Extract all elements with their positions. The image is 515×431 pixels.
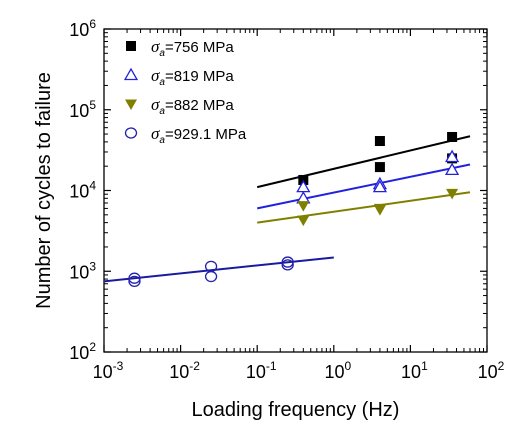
y-tick-label: 106 (69, 17, 96, 40)
data-point-series-4 (281, 256, 294, 268)
data-point-series-3 (446, 188, 459, 200)
x-tick-label: 10-2 (169, 359, 200, 382)
legend-marker-1 (126, 41, 136, 51)
legend-label-2: σa=819 MPa (151, 66, 234, 88)
data-point-series-2 (372, 179, 388, 193)
x-tick-label: 10-3 (93, 359, 124, 382)
y-tick-label: 105 (69, 98, 96, 121)
y-axis-title: Number of cycles to failure (33, 72, 55, 309)
data-point-series-1 (447, 131, 458, 142)
data-point-series-4 (281, 259, 294, 271)
x-axis-title: Loading frequency (Hz) (192, 399, 400, 421)
data-point-series-3 (297, 215, 310, 227)
data-point-series-4 (128, 272, 141, 284)
data-point-series-3 (373, 205, 386, 216)
data-point-series-2 (444, 162, 460, 176)
x-tick-label: 100 (324, 359, 351, 382)
data-point-series-4 (204, 270, 218, 283)
legend-label-3: σa=882 MPa (151, 95, 234, 117)
fit-line-series-3 (257, 191, 471, 224)
fit-line-series-4 (103, 256, 334, 283)
data-point-series-3 (297, 201, 310, 212)
fit-line-series-2 (256, 163, 471, 210)
data-point-series-2 (444, 149, 460, 163)
y-tick-label: 104 (69, 179, 96, 202)
data-point-series-1 (374, 162, 385, 173)
y-tick-label: 102 (69, 340, 96, 363)
y-tick-label: 103 (69, 259, 96, 282)
x-tick-label: 101 (401, 359, 428, 382)
legend-marker-2 (123, 67, 139, 81)
legend-marker-3 (125, 99, 137, 110)
x-tick-label: 102 (478, 359, 505, 382)
x-tick-label: 10-1 (246, 359, 277, 382)
legend-label-4: σa=929.1 MPa (151, 124, 247, 146)
legend-label-1: σa=756 MPa (151, 37, 234, 59)
data-point-series-4 (128, 275, 141, 287)
fit-line-series-1 (256, 135, 471, 189)
legend-marker-4 (124, 127, 138, 139)
data-point-series-1 (374, 136, 385, 147)
